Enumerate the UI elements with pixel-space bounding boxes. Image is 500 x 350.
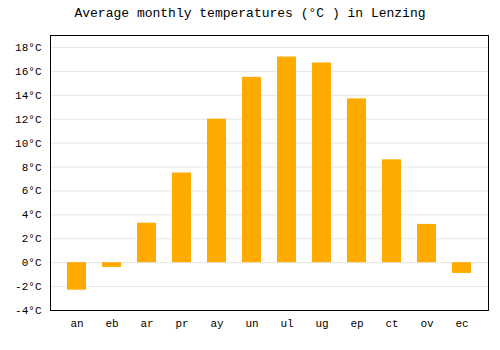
svg-text:18°C: 18°C (15, 42, 42, 54)
svg-text:2°C: 2°C (22, 233, 42, 245)
svg-text:ec: ec (455, 318, 468, 330)
svg-text:8°C: 8°C (22, 162, 42, 174)
svg-text:4°C: 4°C (22, 209, 42, 221)
svg-text:-4°C: -4°C (15, 305, 42, 317)
html-text:Average monthly temperatures (: Average monthly temperatures (°C ) in Le… (74, 6, 426, 21)
svg-text:un: un (245, 318, 258, 330)
svg-text:ar: ar (140, 318, 153, 330)
svg-text:eb: eb (105, 318, 118, 330)
svg-text:16°C: 16°C (15, 66, 42, 78)
svg-text:10°C: 10°C (15, 138, 42, 150)
svg-text:12°C: 12°C (15, 114, 42, 126)
svg-text:ct: ct (385, 318, 398, 330)
svg-text:pr: pr (175, 318, 188, 330)
svg-text:ul: ul (280, 318, 293, 330)
svg-text:ep: ep (350, 318, 363, 330)
svg-text:6°C: 6°C (22, 185, 42, 197)
svg-text:ov: ov (420, 318, 434, 330)
svg-text:an: an (70, 318, 83, 330)
svg-text:-2°C: -2°C (15, 281, 42, 293)
svg-text:0°C: 0°C (22, 257, 42, 269)
svg-text:ay: ay (210, 318, 224, 330)
svg-text:14°C: 14°C (15, 90, 42, 102)
svg-text:ug: ug (315, 318, 328, 330)
